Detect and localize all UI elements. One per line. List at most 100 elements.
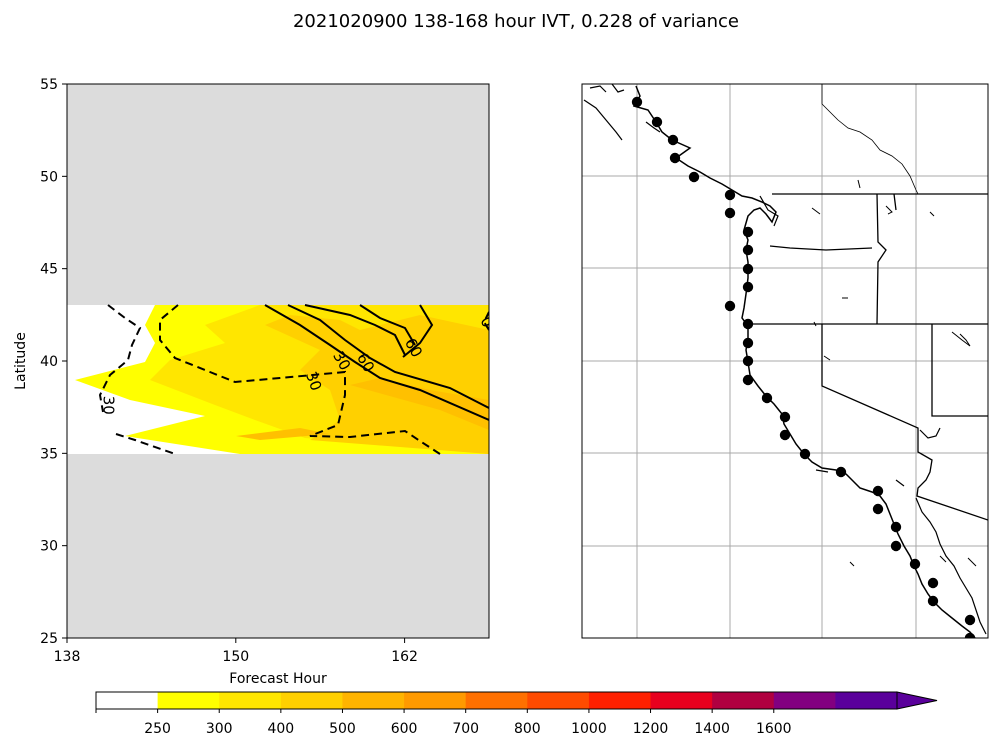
map-frame (581, 83, 989, 639)
sample-point-marker (890, 521, 902, 533)
colorbar-segment (773, 692, 836, 709)
colorbar: 250 300 400 500 600 700 800 1000 1200 1400 1600 (95, 691, 938, 737)
contour-solid (287, 304, 489, 409)
sample-point-marker (742, 337, 754, 349)
sample-point-marker (742, 355, 754, 367)
correlation-contours (98, 304, 489, 455)
sample-point-marker (872, 485, 884, 497)
colorbar-segment (527, 692, 590, 709)
sample-point-marker (742, 281, 754, 293)
y-tick-label: 40 (40, 354, 58, 370)
colorbar-tick-label: 1000 (571, 721, 607, 737)
contour-label: 30 (302, 369, 325, 393)
colorbar-tick-label: 700 (452, 721, 479, 737)
sample-point-marker (742, 374, 754, 386)
colorbar-segment (835, 692, 898, 709)
colorbar-extend-arrow (896, 691, 938, 710)
x-tick-label: 150 (222, 649, 249, 665)
state-borders (748, 193, 988, 521)
y-tick-label: 30 (40, 539, 58, 555)
sample-point-marker (779, 411, 791, 423)
colorbar-tick-label: 600 (391, 721, 418, 737)
sample-point-marker (927, 577, 939, 589)
contour-dashed (98, 304, 142, 413)
sample-point-marker (761, 392, 773, 404)
sample-point-marker (835, 466, 847, 478)
ivt-fill-500-b (236, 428, 330, 440)
sample-point-marker (651, 116, 663, 128)
coastline (632, 85, 976, 638)
colorbar-tick-label: 800 (514, 721, 541, 737)
colorbar-tick-label: 500 (329, 721, 356, 737)
sample-point-marker (667, 134, 679, 146)
x-tick-label: 138 (54, 649, 81, 665)
colorbar-tick-label: 400 (267, 721, 294, 737)
colorbar-tick-label: 1200 (633, 721, 669, 737)
colorbar-segment (712, 692, 775, 709)
sample-point-marker (779, 429, 791, 441)
canada-province-border (821, 84, 919, 195)
ivt-sample-points (631, 96, 976, 638)
contour-solid (304, 304, 406, 356)
x-axis: 138 150 162 (54, 638, 418, 665)
sample-point-marker (964, 632, 976, 638)
ivt-filled-contours (75, 305, 489, 454)
sample-point-marker (927, 595, 939, 607)
sample-point-marker (964, 614, 976, 626)
sample-point-marker (909, 558, 921, 570)
colorbar-segment (96, 692, 159, 709)
y-axis: 25 30 35 40 45 50 55 (40, 77, 67, 647)
sample-point-marker (742, 244, 754, 256)
y-tick-label: 45 (40, 262, 58, 278)
sample-point-marker (799, 448, 811, 460)
colorbar-frame (95, 691, 898, 710)
colorbar-segment (280, 692, 343, 709)
y-tick-label: 35 (40, 446, 58, 462)
contour-solid (402, 304, 434, 358)
baja-gulf-coast (915, 427, 987, 635)
colorbar-tick-label: 300 (206, 721, 233, 737)
sample-point-marker (631, 96, 643, 108)
contour-dashed (159, 304, 441, 455)
x-axis-label: Forecast Hour (229, 671, 327, 687)
sample-point-marker (872, 503, 884, 515)
sample-point-marker (742, 263, 754, 275)
sample-point-marker (688, 171, 700, 183)
sample-point-marker (742, 226, 754, 238)
colorbar-tick-label: 1600 (756, 721, 792, 737)
y-axis-label: Latitude (13, 332, 29, 390)
colorbar-tick-label: 1400 (694, 721, 730, 737)
colorbar-segment (219, 692, 282, 709)
contour-solid (359, 304, 416, 346)
coastline-islands (583, 84, 905, 487)
colorbar-tick-label: 250 (144, 721, 171, 737)
y-tick-label: 25 (40, 631, 58, 647)
contour-dashed (482, 311, 489, 331)
colorbar-segment (404, 692, 467, 709)
lakes (811, 179, 977, 567)
contour-label: 30 (99, 396, 117, 415)
x-tick-label: 162 (391, 649, 418, 665)
figure-title: 2021020900 138-168 hour IVT, 0.228 of va… (293, 11, 739, 32)
no-data-region-north (67, 84, 489, 305)
y-tick-label: 50 (40, 169, 58, 185)
colorbar-segment (588, 692, 652, 709)
sample-point-marker (724, 189, 736, 201)
sample-point-marker (890, 540, 902, 552)
contour-solid (264, 304, 489, 421)
map-gridlines (582, 84, 988, 638)
sample-point-marker (724, 207, 736, 219)
colorbar-segment (465, 692, 528, 709)
colorbar-segment (157, 692, 220, 709)
sample-point-marker (742, 318, 754, 330)
map-borders (583, 84, 988, 638)
sample-point-marker (724, 300, 736, 312)
colorbar-segment (650, 692, 713, 709)
no-data-region-south (67, 454, 489, 638)
sample-point-marker (669, 152, 681, 164)
map-panel (581, 83, 989, 639)
ivt-fill-500 (350, 378, 489, 430)
contour-dashed (115, 433, 176, 455)
